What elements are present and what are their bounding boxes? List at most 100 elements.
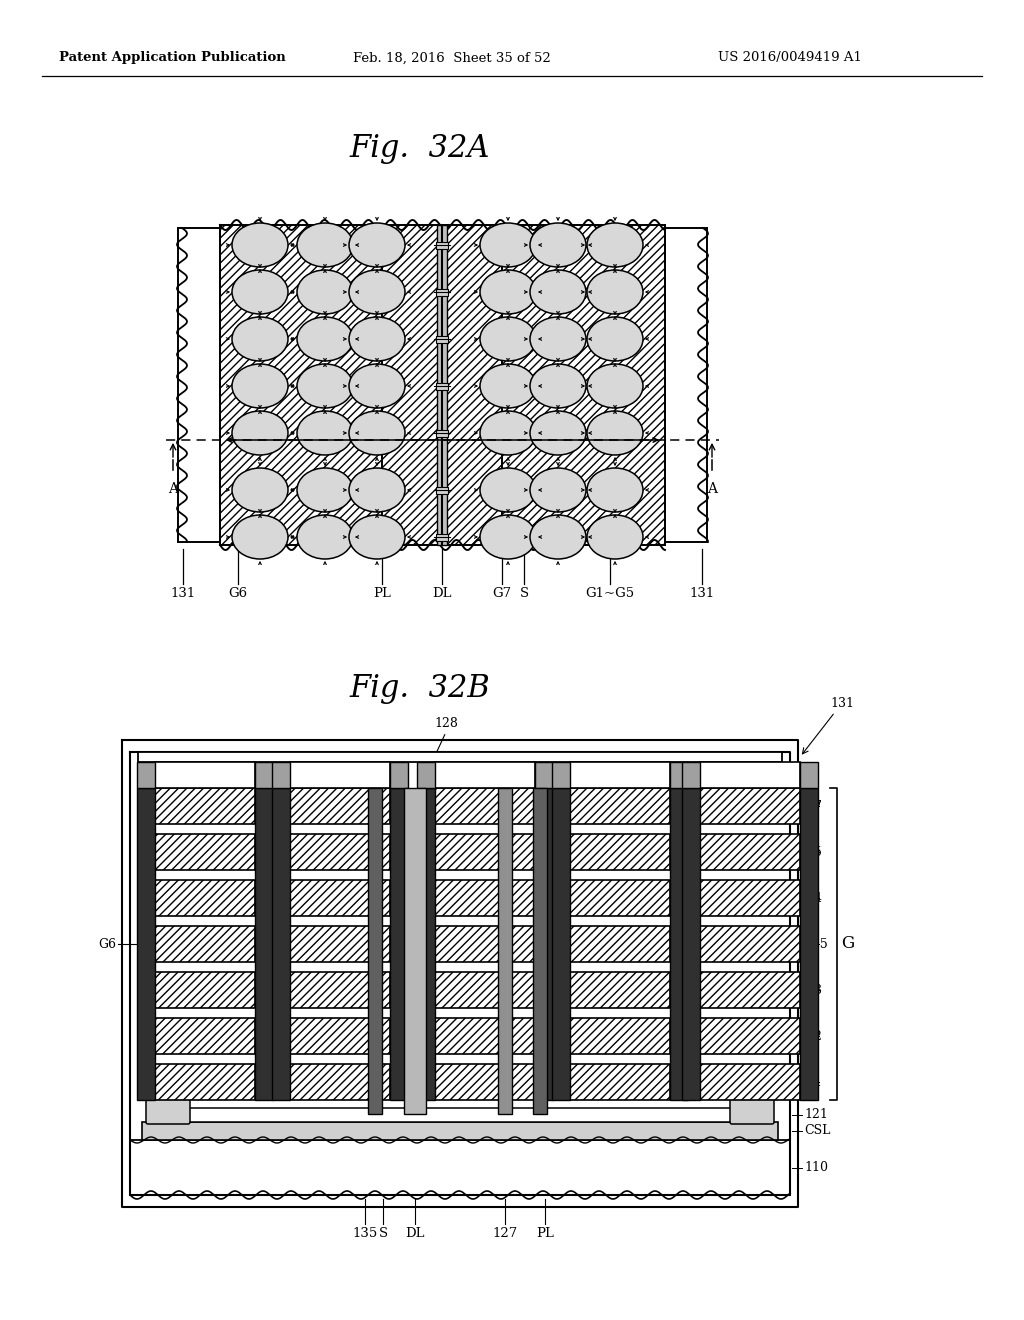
Text: S: S xyxy=(519,587,528,601)
Text: G6: G6 xyxy=(98,937,116,950)
Bar xyxy=(570,1064,670,1100)
Bar xyxy=(682,788,700,1100)
Bar xyxy=(700,834,800,870)
Bar xyxy=(368,788,382,1114)
Text: G7: G7 xyxy=(804,800,822,813)
Bar xyxy=(435,927,535,962)
FancyBboxPatch shape xyxy=(730,1084,774,1125)
Ellipse shape xyxy=(480,223,536,267)
Ellipse shape xyxy=(587,317,643,360)
Ellipse shape xyxy=(587,515,643,558)
Bar xyxy=(137,762,155,788)
Ellipse shape xyxy=(530,411,586,455)
Text: 121: 121 xyxy=(804,1109,827,1122)
Bar xyxy=(435,880,535,916)
Text: G6: G6 xyxy=(228,587,248,601)
Bar xyxy=(290,880,390,916)
Bar xyxy=(436,429,449,437)
Bar xyxy=(435,834,535,870)
Bar xyxy=(437,224,447,545)
Ellipse shape xyxy=(480,317,536,360)
Bar xyxy=(290,927,390,962)
Bar xyxy=(290,972,390,1008)
Ellipse shape xyxy=(349,317,406,360)
Text: G7: G7 xyxy=(493,587,512,601)
Ellipse shape xyxy=(587,411,643,455)
Bar xyxy=(670,762,688,788)
Ellipse shape xyxy=(480,469,536,512)
Bar xyxy=(178,228,220,543)
Bar xyxy=(700,927,800,962)
Text: 131: 131 xyxy=(170,587,196,601)
Bar xyxy=(290,834,390,870)
Bar xyxy=(552,788,570,1100)
Text: G1~G5: G1~G5 xyxy=(586,587,635,601)
Ellipse shape xyxy=(480,271,536,314)
Ellipse shape xyxy=(297,469,353,512)
Bar xyxy=(155,788,255,824)
Bar xyxy=(570,762,670,788)
Bar xyxy=(155,972,255,1008)
Ellipse shape xyxy=(349,223,406,267)
Text: 128: 128 xyxy=(434,717,458,730)
Text: A: A xyxy=(168,482,178,496)
Ellipse shape xyxy=(530,271,586,314)
Ellipse shape xyxy=(349,515,406,558)
Bar xyxy=(570,834,670,870)
Ellipse shape xyxy=(232,317,288,360)
Bar xyxy=(155,927,255,962)
Bar xyxy=(255,762,273,788)
Ellipse shape xyxy=(232,271,288,314)
Text: G7: G7 xyxy=(804,800,822,813)
Text: G4: G4 xyxy=(804,891,822,904)
Text: 110: 110 xyxy=(804,1162,828,1173)
Bar xyxy=(570,972,670,1008)
Bar xyxy=(435,762,535,788)
Bar xyxy=(534,788,547,1114)
Bar xyxy=(137,788,155,1100)
Bar xyxy=(570,880,670,916)
Text: G: G xyxy=(841,936,854,953)
Bar xyxy=(700,972,800,1008)
Ellipse shape xyxy=(530,515,586,558)
Bar xyxy=(436,487,449,494)
Ellipse shape xyxy=(587,364,643,408)
Ellipse shape xyxy=(530,223,586,267)
Bar xyxy=(670,788,688,1100)
Bar xyxy=(665,228,707,543)
Ellipse shape xyxy=(349,271,406,314)
Ellipse shape xyxy=(232,223,288,267)
Ellipse shape xyxy=(297,364,353,408)
Bar xyxy=(436,242,449,248)
Bar xyxy=(436,335,449,342)
Text: 127: 127 xyxy=(493,1228,517,1239)
Bar xyxy=(417,762,435,788)
Text: DL: DL xyxy=(406,1228,425,1239)
Bar xyxy=(436,289,449,296)
Bar xyxy=(436,383,449,389)
Bar xyxy=(417,788,435,1100)
Text: 131: 131 xyxy=(689,587,715,601)
Text: G1: G1 xyxy=(804,1076,822,1089)
Text: G3: G3 xyxy=(804,983,822,997)
Ellipse shape xyxy=(349,364,406,408)
Bar xyxy=(535,788,553,1100)
Ellipse shape xyxy=(232,469,288,512)
Ellipse shape xyxy=(587,223,643,267)
Bar xyxy=(290,762,390,788)
Bar xyxy=(800,762,818,788)
Ellipse shape xyxy=(297,271,353,314)
Text: G2: G2 xyxy=(804,1030,822,1043)
Bar xyxy=(142,1122,778,1140)
Bar xyxy=(150,1107,770,1122)
Bar xyxy=(272,762,290,788)
Bar xyxy=(498,788,512,1114)
Ellipse shape xyxy=(530,469,586,512)
FancyBboxPatch shape xyxy=(146,1084,190,1125)
Text: 135: 135 xyxy=(352,1228,378,1239)
Text: G5: G5 xyxy=(804,846,822,858)
Bar xyxy=(570,927,670,962)
Text: Fig.  32A: Fig. 32A xyxy=(350,132,490,164)
Text: 131: 131 xyxy=(830,697,854,710)
Text: S: S xyxy=(379,1228,387,1239)
